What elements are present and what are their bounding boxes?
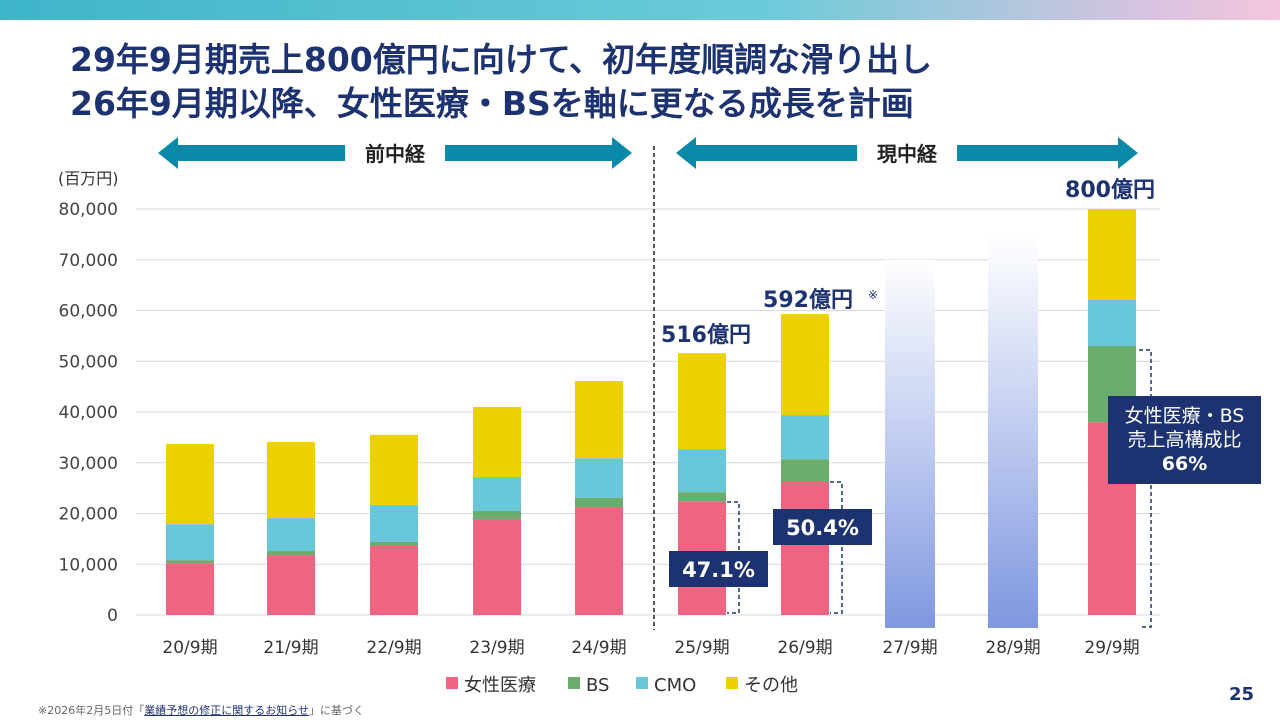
bar-segment-その他 bbox=[473, 406, 521, 477]
legend-label: 女性医療 bbox=[464, 675, 536, 696]
current-plan-label-bg bbox=[857, 138, 957, 168]
y-tick-label: 40,000 bbox=[59, 403, 118, 423]
total-label: 516億円 bbox=[661, 322, 751, 348]
x-tick-label: 23/9期 bbox=[469, 638, 524, 658]
bar-segment-女性医療 bbox=[473, 519, 521, 615]
bar-segment-BS bbox=[166, 560, 214, 564]
x-tick-label: 26/9期 bbox=[777, 638, 832, 658]
share-label-29-text: 売上高構成比 bbox=[1127, 429, 1241, 451]
total-label: 800億円 bbox=[1065, 177, 1155, 203]
y-tick-label: 0 bbox=[107, 606, 118, 626]
footnote-suffix: 」に基づく bbox=[309, 704, 364, 717]
bar-segment-BS bbox=[473, 510, 521, 520]
share-label-26-box bbox=[773, 509, 872, 545]
share-bracket bbox=[830, 481, 843, 614]
y-tick-label: 80,000 bbox=[59, 200, 118, 220]
bar-segment-女性医療 bbox=[370, 545, 418, 615]
bar-segment-BS bbox=[678, 492, 726, 502]
legend-swatch-BS bbox=[568, 677, 580, 689]
x-tick-label: 29/9期 bbox=[1084, 638, 1139, 658]
share-bracket bbox=[727, 501, 740, 614]
bar-segment-CMO bbox=[678, 449, 726, 493]
bar-segment-その他 bbox=[370, 434, 418, 505]
bar-segment-CMO bbox=[575, 458, 623, 498]
share-label-29-text: 女性医療・BS bbox=[1125, 405, 1245, 427]
y-tick-label: 30,000 bbox=[59, 454, 118, 474]
bar-segment-BS bbox=[267, 551, 315, 556]
bar-segment-CMO bbox=[370, 504, 418, 542]
bar-segment-BS bbox=[370, 541, 418, 546]
footnote: ※2026年2月5日付「業績予想の修正に関するお知らせ」に基づく bbox=[38, 702, 364, 718]
share-label-29-box bbox=[1108, 396, 1261, 484]
bar-segment-女性医療 bbox=[267, 555, 315, 615]
y-tick-label: 70,000 bbox=[59, 251, 118, 271]
page-title: 29年9月期売上800億円に向けて、初年度順調な滑り出し 26年9月期以降、女性… bbox=[70, 38, 932, 126]
bar-segment-その他 bbox=[678, 353, 726, 450]
y-tick-label: 50,000 bbox=[59, 352, 118, 372]
bar-segment-CMO bbox=[267, 518, 315, 552]
legend-swatch-その他 bbox=[726, 677, 738, 689]
x-tick-label: 22/9期 bbox=[366, 638, 421, 658]
x-tick-label: 20/9期 bbox=[162, 638, 217, 658]
x-tick-label: 28/9期 bbox=[985, 638, 1040, 658]
bar-segment-その他 bbox=[781, 314, 829, 416]
legend-label: その他 bbox=[744, 675, 798, 696]
previous-plan-label-bg bbox=[345, 138, 445, 168]
total-label: 592億円 bbox=[763, 287, 853, 313]
footnote-prefix: ※2026年2月5日付「 bbox=[38, 704, 145, 717]
title-line-1: 29年9月期売上800億円に向けて、初年度順調な滑り出し bbox=[70, 40, 933, 79]
y-axis-unit: (百万円) bbox=[58, 169, 119, 188]
bar-segment-その他 bbox=[1088, 209, 1136, 300]
page-number: 25 bbox=[1228, 684, 1254, 705]
bar-segment-女性医療 bbox=[166, 563, 214, 615]
bar-segment-BS bbox=[781, 459, 829, 483]
bar-segment-その他 bbox=[166, 443, 214, 525]
bar-segment-女性医療 bbox=[781, 482, 829, 615]
bar-segment-その他 bbox=[267, 441, 315, 519]
title-line-2: 26年9月期以降、女性医療・BSを軸に更なる成長を計画 bbox=[70, 84, 914, 123]
share-label-25-box bbox=[669, 551, 768, 587]
x-tick-label: 27/9期 bbox=[882, 638, 937, 658]
bar-segment-CMO bbox=[473, 476, 521, 511]
placeholder-bar bbox=[885, 259, 935, 628]
x-tick-label: 24/9期 bbox=[571, 638, 626, 658]
share-bracket bbox=[1139, 349, 1152, 628]
bar-segment-CMO bbox=[1088, 299, 1136, 347]
legend-swatch-CMO bbox=[636, 677, 648, 689]
header-gradient-bar bbox=[0, 0, 1280, 20]
bar-segment-その他 bbox=[575, 381, 623, 459]
legend-label: CMO bbox=[654, 675, 696, 696]
bar-segment-CMO bbox=[166, 524, 214, 561]
previous-plan-label: 前中経 bbox=[365, 142, 426, 166]
x-tick-label: 25/9期 bbox=[674, 638, 729, 658]
share-label-29-text: 66% bbox=[1162, 453, 1207, 475]
total-label-note: ※ bbox=[868, 288, 878, 302]
bar-segment-BS bbox=[575, 497, 623, 508]
y-tick-label: 20,000 bbox=[59, 505, 118, 525]
legend-label: BS bbox=[586, 675, 609, 696]
placeholder-bar bbox=[988, 234, 1038, 628]
y-tick-label: 60,000 bbox=[59, 302, 118, 322]
share-label-25-text: 47.1% bbox=[682, 558, 755, 582]
share-label-26-text: 50.4% bbox=[786, 516, 859, 540]
legend-swatch-女性医療 bbox=[446, 677, 458, 689]
x-tick-label: 21/9期 bbox=[263, 638, 318, 658]
bar-segment-女性医療 bbox=[575, 507, 623, 615]
footnote-link[interactable]: 業績予想の修正に関するお知らせ bbox=[144, 704, 309, 717]
y-tick-label: 10,000 bbox=[59, 555, 118, 575]
bar-segment-CMO bbox=[781, 415, 829, 460]
current-plan-label: 現中経 bbox=[877, 142, 938, 166]
